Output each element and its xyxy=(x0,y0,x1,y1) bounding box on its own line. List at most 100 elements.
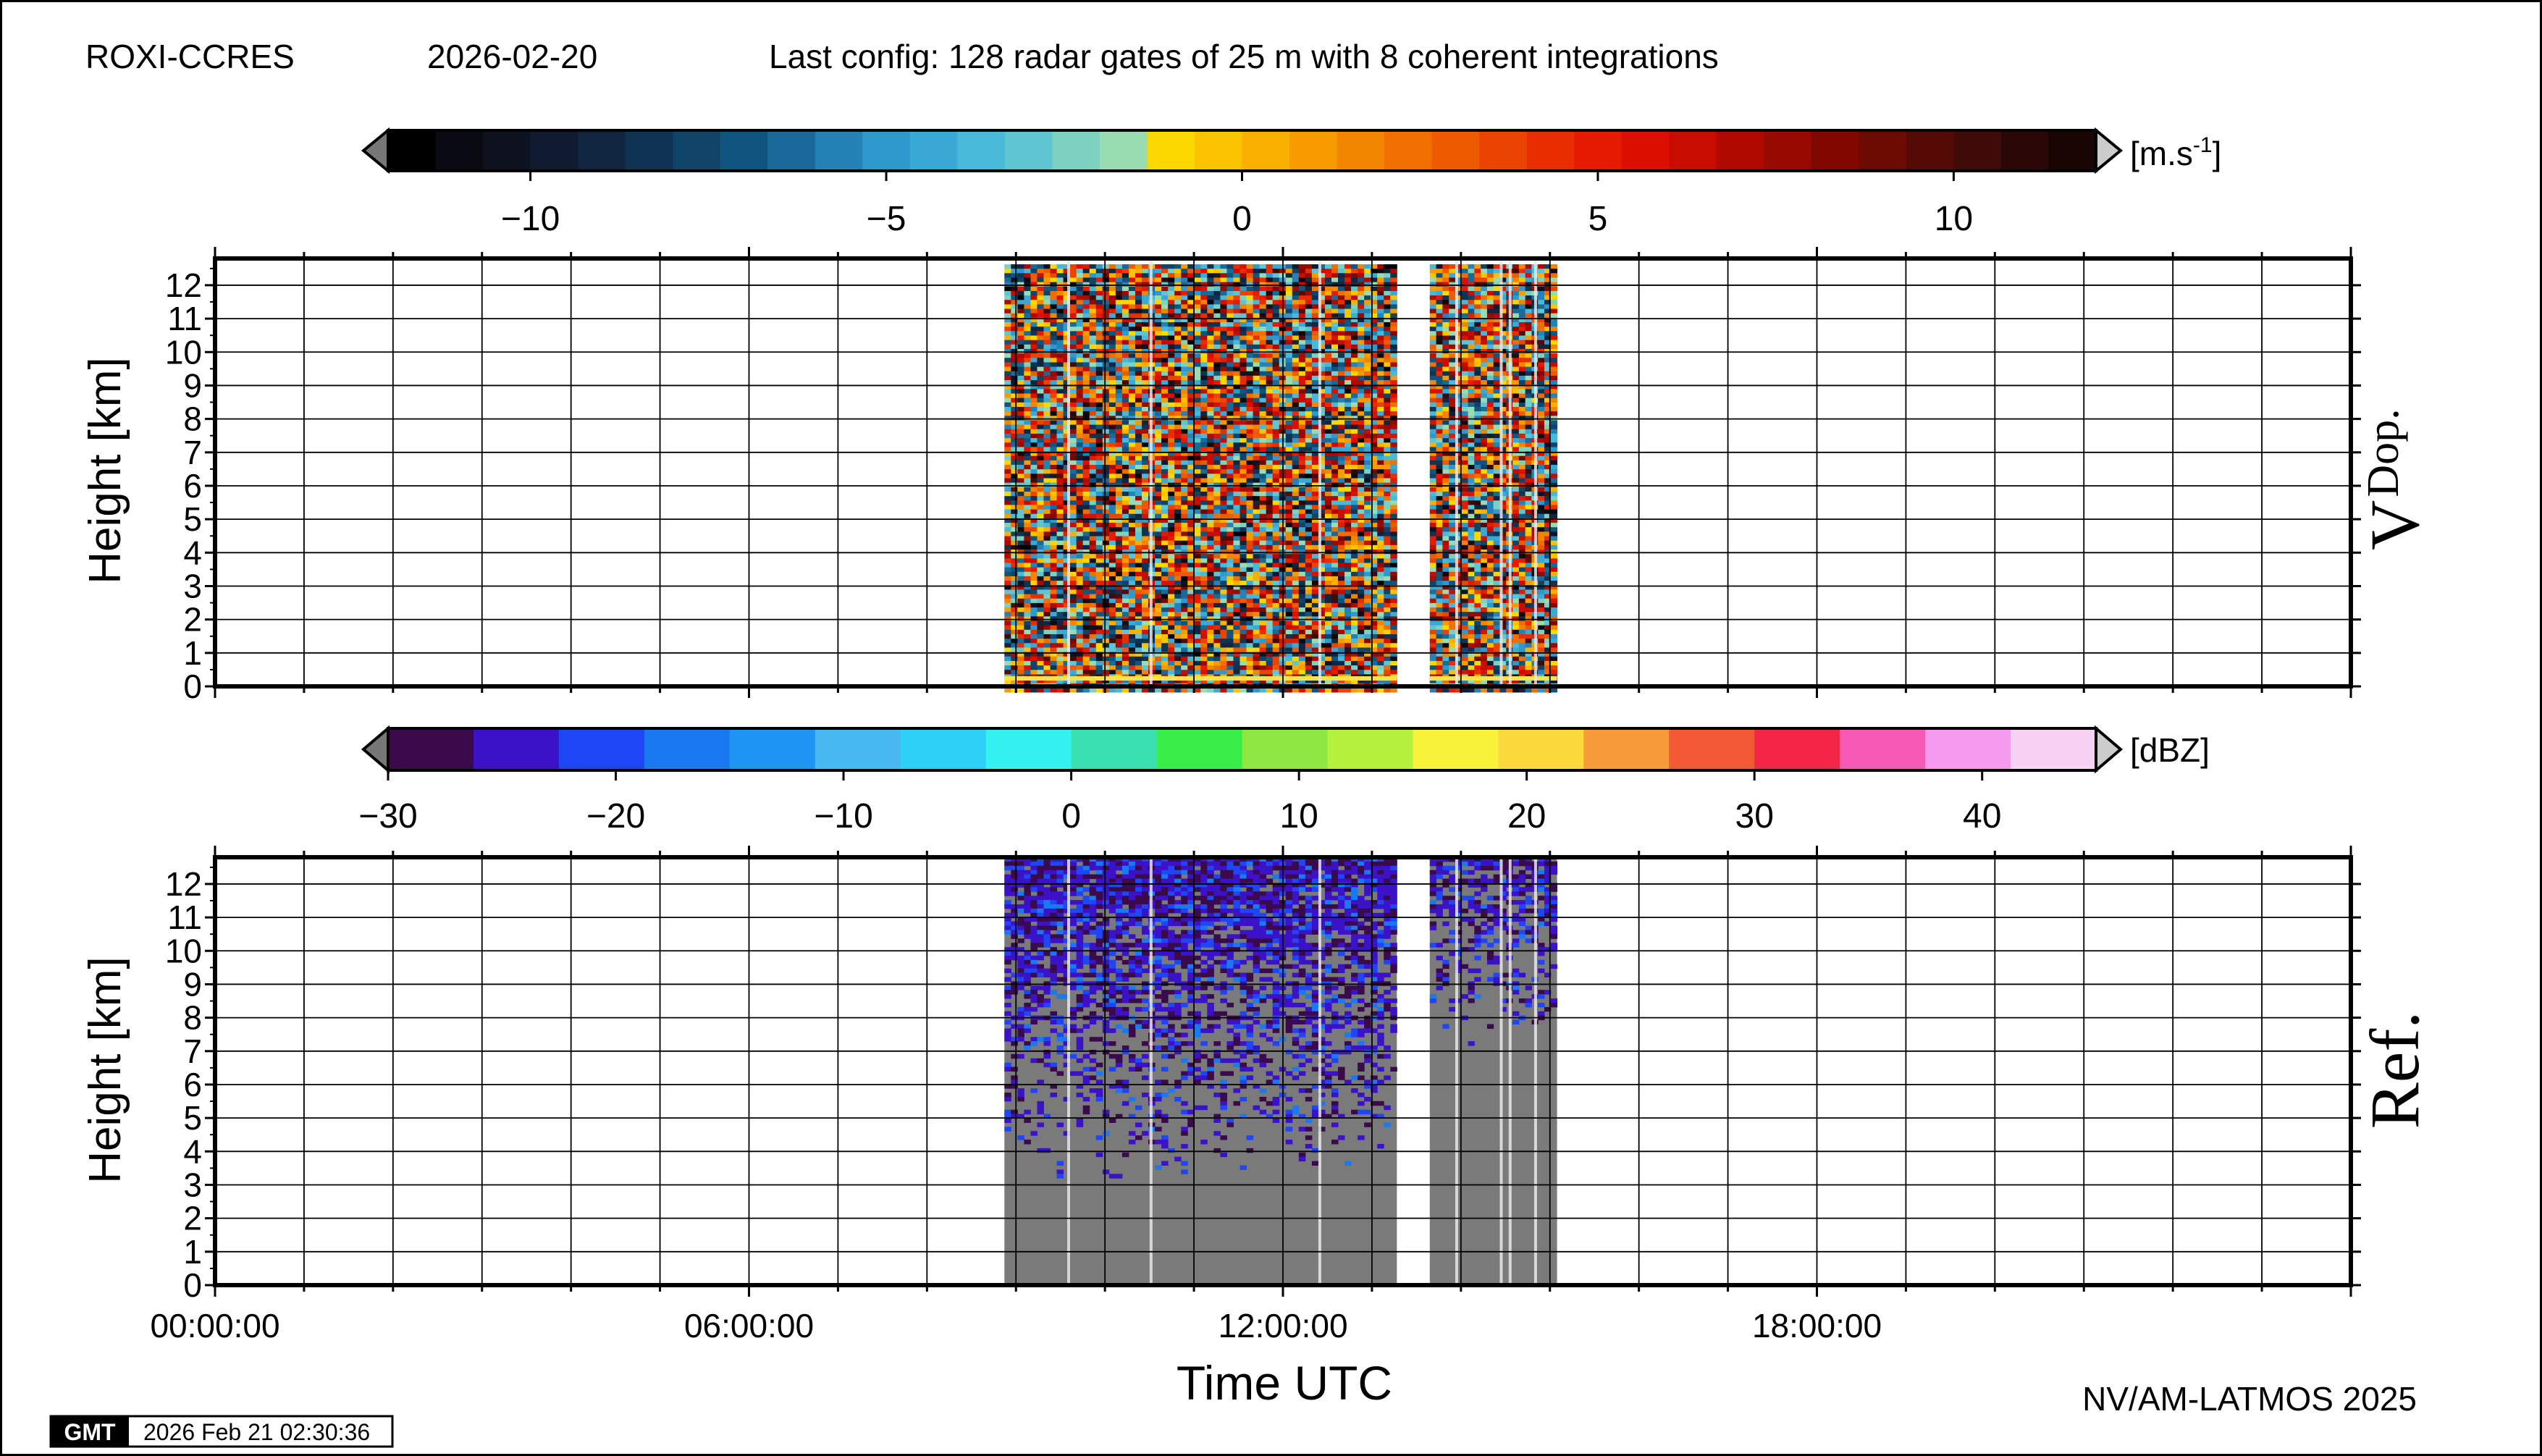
colorbar-tick-label: 5 xyxy=(1588,200,1608,238)
doppler-ylabel: Height [km] xyxy=(80,357,130,584)
colorbar-swatch xyxy=(1327,728,1413,770)
colorbar-swatch xyxy=(1840,728,1926,770)
y-tick-label: 5 xyxy=(183,500,202,538)
colorbar-swatch xyxy=(1574,130,1623,171)
config-label: Last config: 128 radar gates of 25 m wit… xyxy=(769,38,1719,75)
colorbar-tick-label: 30 xyxy=(1735,797,1774,836)
colorbar-swatch xyxy=(1384,130,1433,171)
y-tick-label: 12 xyxy=(165,865,202,903)
grid xyxy=(215,857,2351,1285)
colorbar-swatch xyxy=(957,130,1006,171)
colorbar-tick-label: 10 xyxy=(1935,200,1973,238)
colorbar-swatch xyxy=(530,130,578,171)
colorbar-low-arrow xyxy=(361,127,390,174)
x-tick-label: 00:00:00 xyxy=(150,1307,279,1345)
date-label: 2026-02-20 xyxy=(427,38,597,75)
x-axis-label: Time UTC xyxy=(1177,1356,1392,1410)
y-tick-label: 0 xyxy=(183,1266,202,1304)
colorbar-high-arrow xyxy=(2095,725,2124,774)
reflectivity-panel-label: Ref. xyxy=(2356,1011,2433,1129)
colorbar-swatch xyxy=(388,130,437,171)
colorbar-swatch xyxy=(900,728,987,770)
colorbar-swatch xyxy=(985,728,1072,770)
y-tick-label: 6 xyxy=(183,1066,202,1103)
colorbar-swatch xyxy=(1099,130,1148,171)
doppler-panel-label: VDop. xyxy=(2356,408,2433,550)
colorbar-tick-label: 0 xyxy=(1061,797,1081,836)
colorbar-swatch xyxy=(1811,130,1859,171)
colorbar-swatch xyxy=(815,130,863,171)
colorbar-swatch xyxy=(1052,130,1100,171)
x-tick-label: 12:00:00 xyxy=(1218,1307,1347,1345)
colorbar-tick-label: −5 xyxy=(867,200,906,238)
colorbar-swatch xyxy=(862,130,911,171)
colorbar-swatch xyxy=(1716,130,1764,171)
y-tick-label: 7 xyxy=(183,1032,202,1070)
data-segment xyxy=(1004,258,1397,693)
colorbar-swatch xyxy=(1194,130,1243,171)
data-segment xyxy=(1004,857,1397,1285)
y-tick-label: 2 xyxy=(183,601,202,639)
colorbar-swatch xyxy=(1004,130,1053,171)
y-tick-label: 12 xyxy=(165,266,202,304)
colorbar-swatch xyxy=(558,728,645,770)
colorbar-swatch xyxy=(815,728,901,770)
colorbar-swatch xyxy=(483,130,531,171)
y-tick-label: 10 xyxy=(165,333,202,371)
y-tick-label: 9 xyxy=(183,965,202,1003)
colorbar-swatch xyxy=(909,130,958,171)
credit-label: NV/AM-LATMOS 2025 xyxy=(2082,1380,2417,1418)
colorbar-swatch xyxy=(1621,130,1670,171)
y-tick-label: 3 xyxy=(183,567,202,605)
colorbar-swatch xyxy=(1337,130,1385,171)
y-tick-label: 4 xyxy=(183,1132,202,1170)
y-tick-label: 10 xyxy=(165,932,202,969)
x-tick-label: 18:00:00 xyxy=(1752,1307,1882,1345)
y-tick-label: 3 xyxy=(183,1166,202,1203)
colorbar-swatch xyxy=(1242,130,1290,171)
y-tick-label: 11 xyxy=(167,300,202,337)
colorbar-tick-label: −30 xyxy=(358,797,417,836)
colorbar-low-arrow xyxy=(361,725,390,774)
colorbar-swatch xyxy=(1925,728,2011,770)
y-tick-label: 2 xyxy=(183,1200,202,1237)
colorbar-swatch xyxy=(1583,728,1670,770)
grid xyxy=(215,258,2351,686)
colorbar-tick-label: −10 xyxy=(814,797,872,836)
y-tick-label: 8 xyxy=(183,400,202,438)
colorbar-swatch xyxy=(1669,728,1755,770)
colorbar-swatch xyxy=(2000,130,2050,171)
reflectivity-colorbar: −30 −20 −10 0 10 20 30 40 xyxy=(358,725,2124,836)
y-tick-label: 1 xyxy=(183,634,202,672)
colorbar-tick-label: −10 xyxy=(501,200,560,238)
colorbar-swatch xyxy=(1906,130,1955,171)
gmt-timestamp-box: GMT 2026 Feb 21 02:30:36 xyxy=(49,1415,394,1448)
colorbar-swatch xyxy=(1413,728,1499,770)
colorbar-swatch xyxy=(625,130,673,171)
site-name: ROXI-CCRES xyxy=(85,38,295,75)
colorbar-swatch xyxy=(1859,130,1907,171)
colorbar-swatch xyxy=(1754,728,1840,770)
colorbar-swatch xyxy=(1953,130,2002,171)
y-tick-label: 8 xyxy=(183,999,202,1037)
colorbar-swatch xyxy=(473,728,560,770)
gmt-logo: GMT xyxy=(64,1419,116,1445)
colorbar-swatch xyxy=(1526,130,1575,171)
colorbar-swatch xyxy=(435,130,484,171)
y-tick-label: 11 xyxy=(167,899,202,936)
colorbar-swatch xyxy=(644,728,731,770)
y-tick-label: 6 xyxy=(183,467,202,505)
colorbar-swatch xyxy=(2048,130,2097,171)
reflectivity-ylabel: Height [km] xyxy=(80,956,130,1184)
colorbar-swatch xyxy=(1669,130,1717,171)
colorbar-tick-label: 0 xyxy=(1232,200,1252,238)
y-tick-label: 7 xyxy=(183,434,202,471)
colorbar-swatch xyxy=(729,728,816,770)
colorbar-swatch xyxy=(1242,728,1329,770)
colorbar-swatch xyxy=(1147,130,1195,171)
colorbar-tick-label: 40 xyxy=(1963,797,2001,836)
y-tick-label: 5 xyxy=(183,1099,202,1137)
doppler-colorbar-unit: [m.s-1] xyxy=(2130,133,2221,172)
colorbar-swatch xyxy=(2011,728,2097,770)
